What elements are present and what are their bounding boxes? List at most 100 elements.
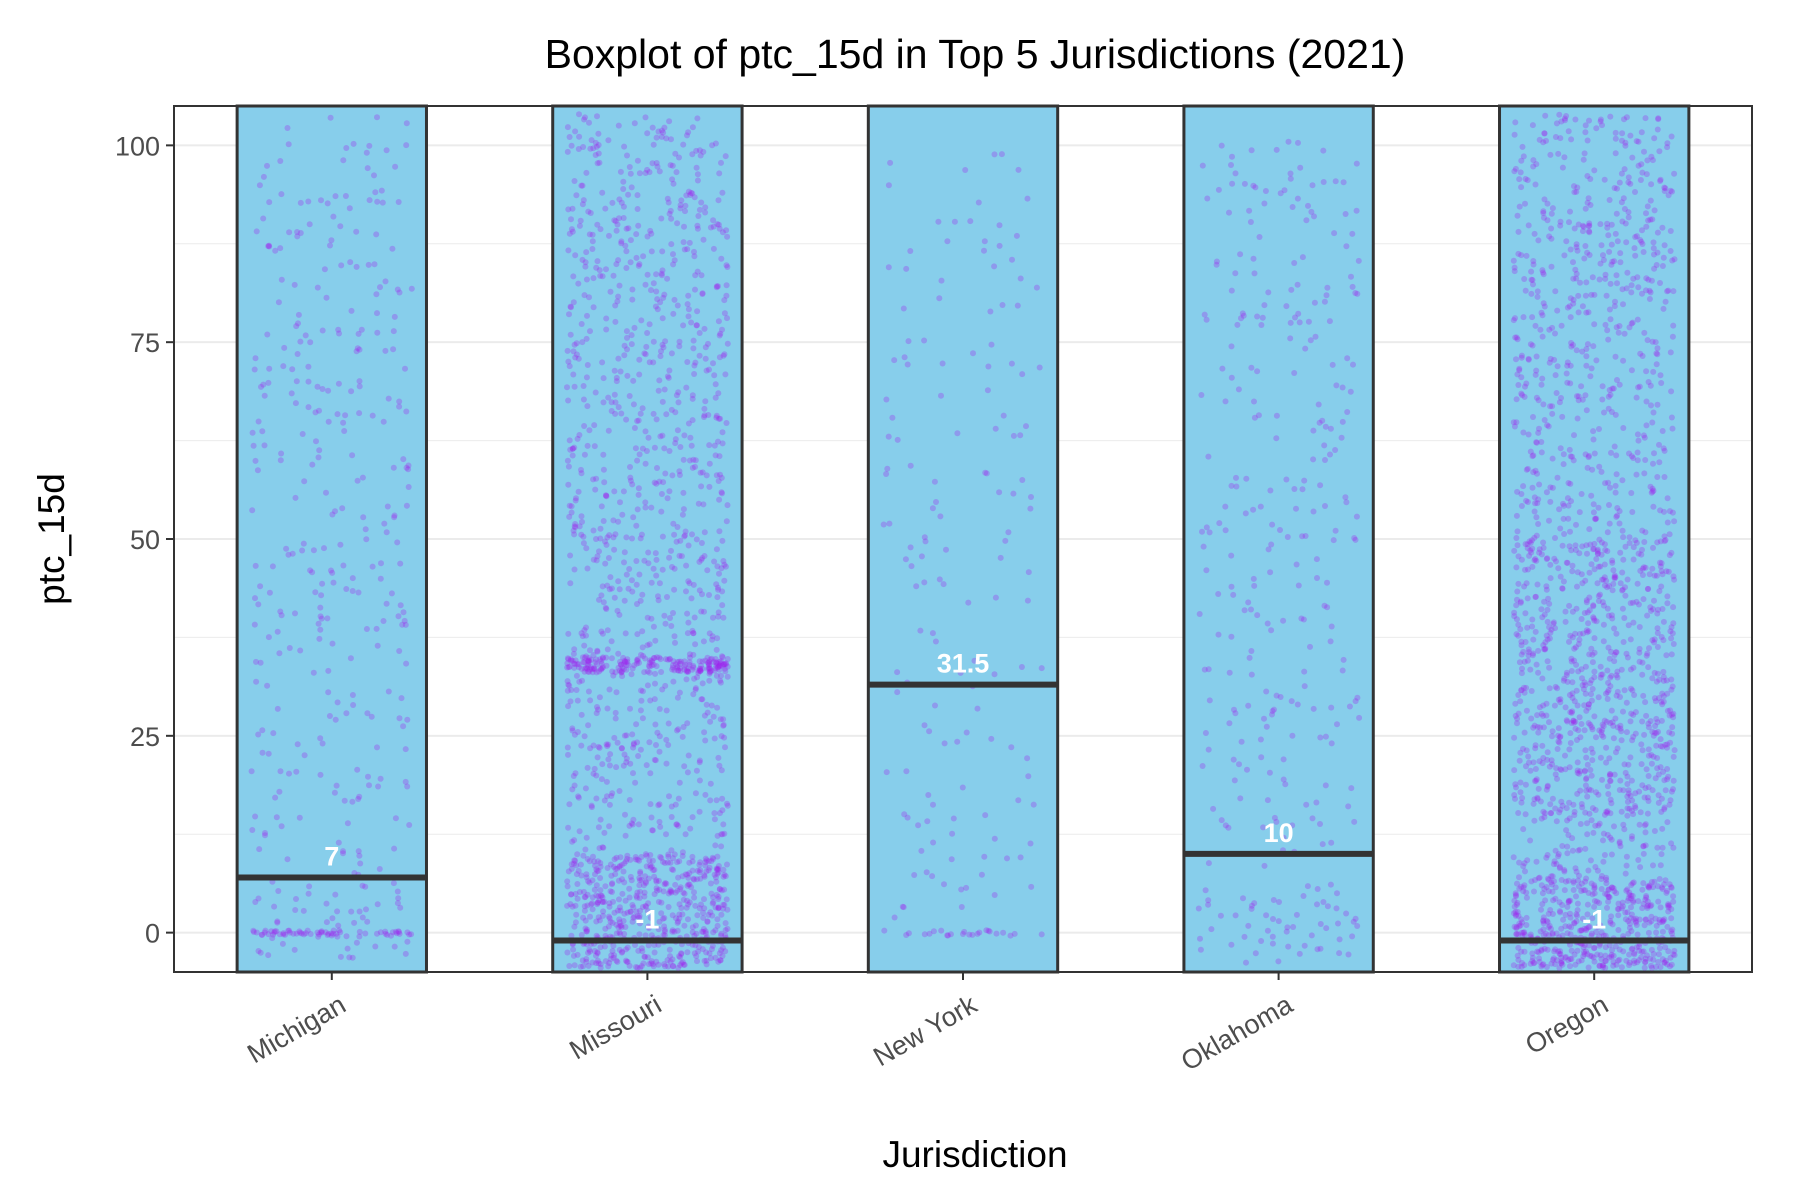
data-point (1619, 137, 1625, 144)
data-point (1578, 666, 1585, 673)
data-point (1608, 951, 1615, 958)
data-point (1327, 425, 1334, 432)
data-point (372, 189, 379, 196)
data-point (1613, 471, 1620, 478)
data-point (1551, 858, 1558, 865)
data-point (613, 930, 620, 937)
data-point (1520, 929, 1527, 936)
data-point (1626, 892, 1633, 898)
data-point (640, 653, 646, 659)
data-point (628, 671, 635, 678)
data-point (683, 588, 689, 595)
data-point (599, 189, 606, 196)
data-point (1587, 373, 1594, 380)
data-point (686, 654, 693, 661)
data-point (588, 664, 594, 670)
data-point (623, 328, 630, 335)
data-point (694, 876, 700, 883)
data-point (364, 710, 371, 717)
data-point (676, 779, 683, 786)
data-point (1646, 882, 1653, 889)
data-point (1231, 706, 1237, 713)
data-point (1602, 932, 1609, 939)
data-point (679, 873, 686, 880)
data-point (1525, 431, 1532, 438)
data-point (717, 415, 724, 422)
data-point (1658, 795, 1665, 802)
data-point (598, 628, 605, 635)
data-point (1201, 311, 1208, 318)
data-point (576, 523, 583, 530)
data-point (1636, 821, 1643, 828)
data-point (1553, 861, 1560, 867)
data-point (711, 810, 718, 817)
data-point (685, 901, 692, 908)
data-point (1665, 948, 1672, 955)
data-point (1276, 899, 1282, 905)
data-point (672, 150, 679, 157)
data-point (1570, 878, 1577, 885)
data-point (1629, 833, 1635, 840)
data-point (1668, 133, 1675, 140)
data-point (356, 908, 363, 915)
data-point (1641, 731, 1648, 738)
data-point (1587, 680, 1594, 687)
data-point (1000, 929, 1007, 936)
data-point (615, 924, 622, 931)
data-point (1579, 682, 1586, 689)
data-point (664, 373, 671, 380)
data-point (1586, 117, 1592, 124)
data-point (1659, 224, 1666, 231)
data-point (1024, 597, 1031, 604)
data-point (665, 720, 672, 727)
data-point (1543, 556, 1550, 562)
data-point (710, 856, 717, 862)
data-point (1579, 303, 1586, 310)
data-point (255, 948, 262, 954)
data-point (617, 368, 624, 375)
data-point (1633, 598, 1640, 605)
data-point (1283, 928, 1290, 935)
data-point (1603, 759, 1610, 766)
data-point (1608, 648, 1614, 655)
data-point (651, 756, 658, 763)
data-point (667, 953, 673, 960)
data-point (647, 864, 654, 871)
data-point (318, 615, 325, 622)
data-point (1568, 709, 1575, 716)
data-point (1521, 658, 1528, 665)
data-point (1280, 617, 1287, 624)
data-point (1617, 777, 1624, 784)
data-point (721, 871, 728, 878)
data-point (886, 520, 893, 527)
data-point (1624, 793, 1631, 800)
data-point (1540, 269, 1546, 276)
data-point (1625, 790, 1632, 797)
data-point (1549, 728, 1556, 735)
data-point (894, 436, 901, 443)
data-point (1574, 184, 1581, 191)
data-point (1294, 701, 1301, 708)
data-point (1517, 779, 1524, 786)
data-point (615, 877, 622, 884)
data-point (1571, 719, 1577, 726)
data-point (617, 854, 624, 861)
data-point (1598, 929, 1605, 936)
data-point (1586, 810, 1593, 817)
data-point (332, 716, 339, 723)
data-point (1570, 457, 1577, 464)
data-point (959, 784, 966, 791)
data-point (622, 897, 629, 904)
data-point (724, 673, 731, 680)
data-point (702, 204, 709, 211)
data-point (1658, 808, 1665, 815)
data-point (1636, 383, 1643, 390)
data-point (608, 638, 615, 645)
data-point (581, 423, 588, 429)
data-point (573, 871, 580, 878)
data-point (1523, 747, 1530, 754)
data-point (696, 757, 703, 764)
data-point (1607, 919, 1614, 926)
data-point (716, 666, 723, 673)
data-point (1619, 569, 1626, 576)
